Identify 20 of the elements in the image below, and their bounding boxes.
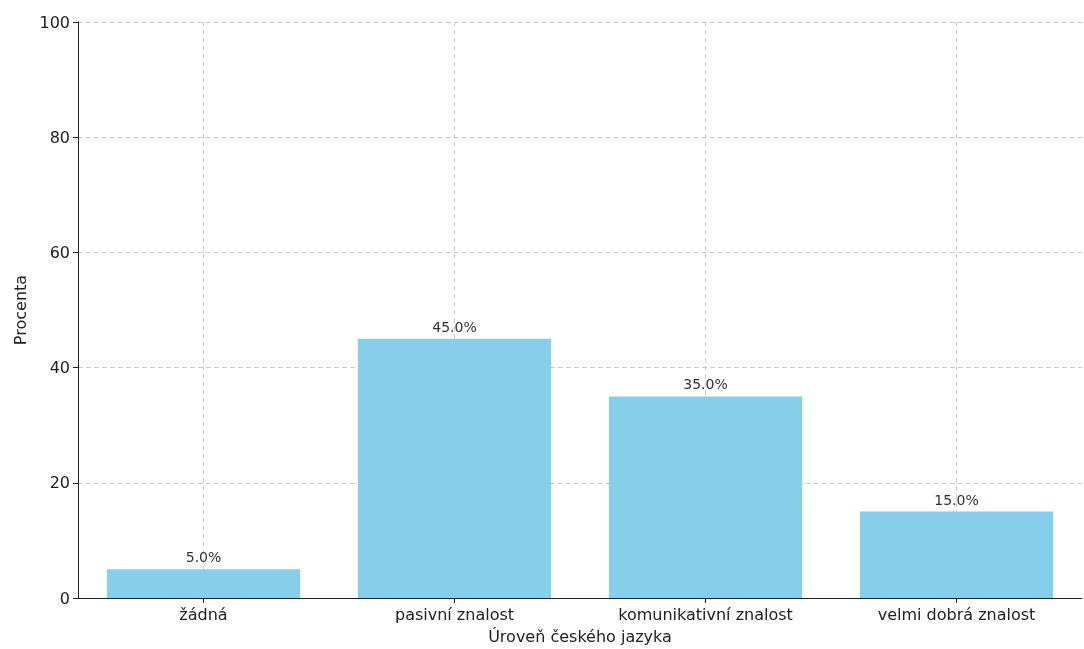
- bar: [608, 396, 803, 598]
- y-axis-title: Procenta: [10, 274, 30, 346]
- y-tick-label: 0: [59, 588, 70, 608]
- x-axis-title: Úroveň českého jazyka: [488, 626, 672, 646]
- bar: [106, 569, 301, 598]
- y-tick-label: 60: [49, 242, 70, 262]
- bar: [357, 338, 552, 598]
- x-tick-label: žádná: [179, 604, 228, 624]
- y-tick-label: 40: [49, 358, 70, 378]
- y-tick-label: 80: [49, 127, 70, 147]
- data-label: 5.0%: [185, 549, 222, 566]
- x-tick-label: komunikativní znalost: [618, 604, 793, 624]
- x-tick-label: pasivní znalost: [394, 604, 515, 624]
- y-tick-label: 20: [49, 473, 70, 493]
- y-tick-label: 100: [39, 12, 70, 32]
- data-label: 15.0%: [934, 491, 979, 508]
- bar: [859, 511, 1054, 598]
- data-label: 45.0%: [432, 318, 477, 335]
- x-tick-label: velmi dobrá znalost: [877, 604, 1036, 624]
- data-label: 35.0%: [683, 376, 728, 393]
